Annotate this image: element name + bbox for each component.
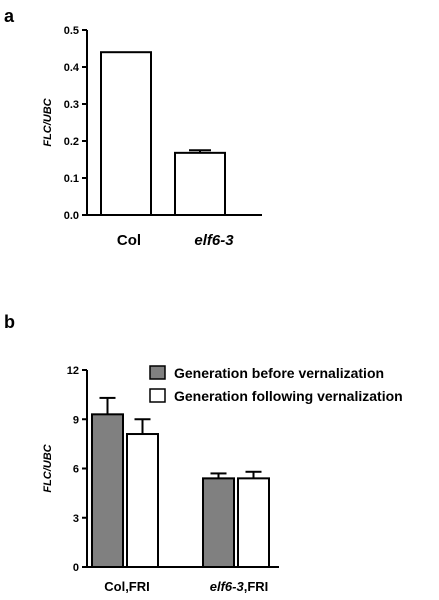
legend-swatch (149, 365, 166, 380)
y-tick-label: 3 (73, 513, 79, 525)
x-category-label-part: elf6-3 (210, 579, 245, 594)
chart-panel-b: 0 3 6 9 12 FLC/UBC Col,FRI elf6-3,FRI Generation… (42, 365, 403, 594)
y-axis-title: FLC/UBC (42, 443, 54, 492)
x-category-label: Col (117, 232, 141, 249)
y-tick-label: 0.2 (64, 136, 79, 148)
y-tick-label: 9 (73, 414, 79, 426)
x-category-label: elf6-3,FRI (210, 579, 269, 594)
legend-label: Generation following vernalization (174, 388, 403, 404)
x-category-label: Col,FRI (104, 579, 150, 594)
bar (174, 151, 226, 216)
y-tick-label: 0 (73, 562, 79, 574)
x-category-label-part: ,FRI (244, 579, 269, 594)
y-tick-label: 12 (67, 365, 79, 377)
bar (126, 433, 159, 568)
y-axis-title: FLC/UBC (42, 97, 54, 146)
x-category-label-part: Col (117, 232, 141, 249)
panel-label-b: b (4, 312, 15, 332)
y-tick-label: 0.3 (64, 99, 79, 111)
bar (91, 413, 124, 569)
legend-label: Generation before vernalization (174, 365, 384, 381)
bar (237, 477, 270, 569)
x-category-label-part: elf6-3 (194, 232, 234, 249)
y-tick-label: 0.0 (64, 210, 79, 222)
y-tick-label: 0.5 (64, 25, 79, 37)
x-category-label: elf6-3 (194, 232, 234, 249)
y-tick-label: 6 (73, 464, 79, 476)
chart-panel-a: 0.0 0.1 0.2 0.3 0.4 0.5 FLC/UBC Col elf6-3 (42, 25, 262, 249)
bar (202, 477, 235, 569)
x-category-label-part: Col,FRI (104, 579, 150, 594)
legend-swatch (149, 388, 166, 403)
y-tick-label: 0.4 (64, 62, 80, 74)
y-tick-label: 0.1 (64, 173, 79, 185)
bar (100, 51, 152, 217)
panel-label-a: a (4, 6, 15, 26)
